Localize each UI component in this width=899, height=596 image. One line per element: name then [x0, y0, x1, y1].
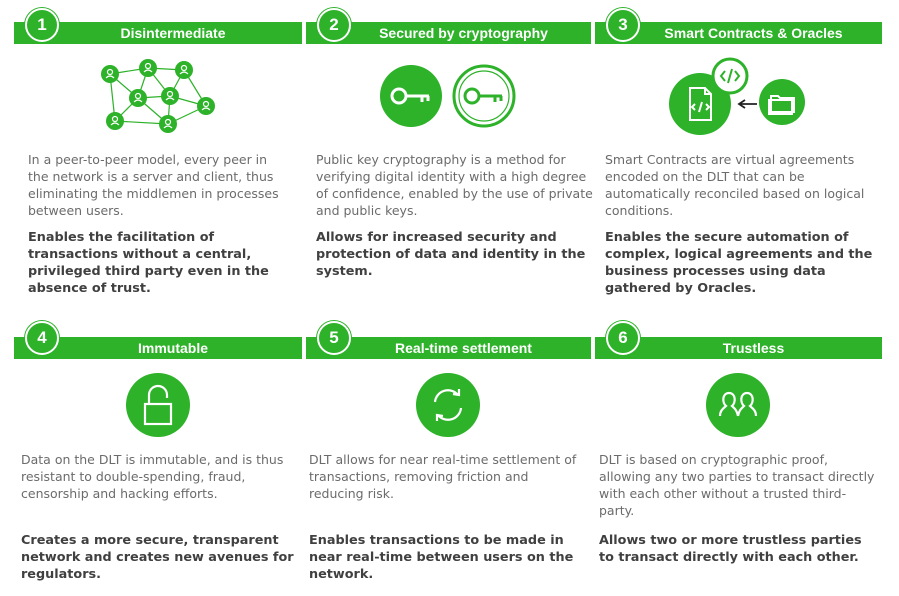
card-number-badge: 4 [25, 321, 59, 355]
card-description: Data on the DLT is immutable, and is thu… [21, 452, 284, 501]
card-number-badge: 1 [25, 8, 59, 42]
card-title-bar: Trustless [595, 337, 882, 359]
card-title: Secured by cryptography [379, 25, 548, 41]
card-number-badge: 2 [317, 8, 351, 42]
card-description: In a peer-to-peer model, every peer in t… [28, 152, 279, 218]
card-title-bar: Immutable [14, 337, 302, 359]
card-description: DLT is based on cryptographic proof, all… [599, 452, 875, 518]
card-title: Disintermediate [120, 25, 226, 41]
card-highlight: Enables the facilitation of transactions… [28, 230, 269, 296]
card-highlight: Allows two or more trustless parties to … [599, 533, 862, 565]
card-description: Smart Contracts are virtual agreements e… [605, 152, 865, 218]
card-description: Public key cryptography is a method for … [316, 152, 593, 218]
card-number-badge: 5 [317, 321, 351, 355]
smart-contract-icon [669, 57, 805, 135]
refresh-icon [416, 373, 480, 437]
lock-icon [126, 373, 190, 437]
key-icon [380, 64, 516, 128]
card-highlight: Creates a more secure, transparent netwo… [21, 533, 294, 582]
card-title: Real-time settlement [395, 340, 532, 356]
card-highlight: Enables the secure automation of complex… [605, 230, 873, 296]
card-highlight: Enables transactions to be made in near … [309, 533, 574, 582]
card-title: Smart Contracts & Oracles [664, 25, 843, 41]
card-number-badge: 6 [606, 321, 640, 355]
card-description: DLT allows for near real-time settlement… [309, 452, 577, 501]
card-number-badge: 3 [606, 8, 640, 42]
card-title-bar: Real-time settlement [306, 337, 591, 359]
card-highlight: Allows for increased security and protec… [316, 230, 586, 279]
card-title-bar: Disintermediate [14, 22, 302, 44]
network-nodes-icon [101, 59, 215, 133]
card-title: Immutable [137, 340, 208, 356]
card-title: Trustless [722, 340, 785, 356]
two-people-icon [706, 373, 770, 437]
card-title-bar: Secured by cryptography [306, 22, 591, 44]
card-title-bar: Smart Contracts & Oracles [595, 22, 882, 44]
